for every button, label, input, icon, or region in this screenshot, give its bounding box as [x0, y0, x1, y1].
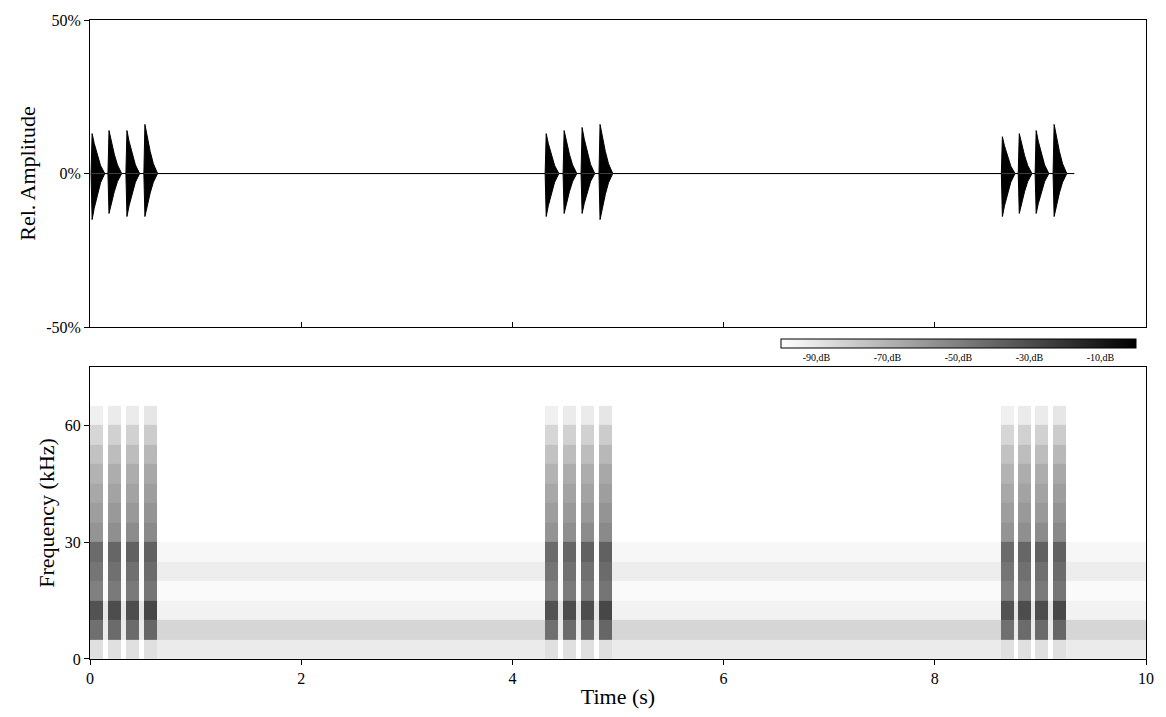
svg-text:2: 2: [297, 670, 305, 687]
svg-text:8: 8: [931, 670, 939, 687]
svg-text:-70,dB: -70,dB: [874, 352, 902, 363]
svg-text:6: 6: [720, 670, 728, 687]
svg-text:Rel. Amplitude: Rel. Amplitude: [15, 106, 40, 240]
svg-text:-90,dB: -90,dB: [803, 352, 831, 363]
svg-text:50%: 50%: [51, 12, 80, 29]
svg-text:0%: 0%: [59, 165, 80, 182]
svg-text:-50%: -50%: [46, 319, 81, 336]
svg-text:0: 0: [86, 670, 94, 687]
svg-text:-10,dB: -10,dB: [1087, 352, 1115, 363]
svg-text:-30,dB: -30,dB: [1016, 352, 1044, 363]
svg-text:Time (s): Time (s): [581, 684, 655, 709]
svg-text:0: 0: [73, 651, 81, 668]
svg-text:Frequency (kHz): Frequency (kHz): [34, 438, 59, 588]
svg-text:4: 4: [508, 670, 516, 687]
svg-text:60: 60: [65, 417, 81, 434]
svg-text:-50,dB: -50,dB: [945, 352, 973, 363]
svg-text:30: 30: [65, 534, 81, 551]
svg-text:10: 10: [1138, 670, 1154, 687]
